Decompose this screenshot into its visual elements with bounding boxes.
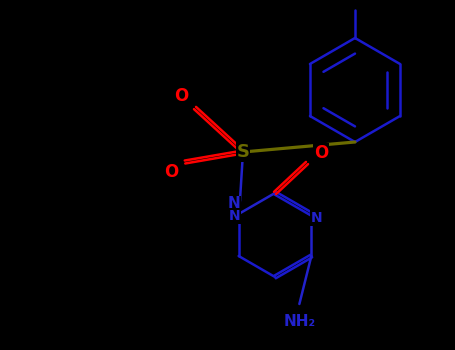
- Text: N: N: [229, 209, 240, 223]
- Text: N: N: [311, 211, 322, 225]
- Text: S: S: [237, 143, 249, 161]
- Text: N: N: [228, 196, 240, 211]
- Text: O: O: [164, 163, 178, 181]
- Text: NH₂: NH₂: [283, 315, 315, 329]
- Text: O: O: [174, 87, 188, 105]
- Text: O: O: [314, 144, 328, 162]
